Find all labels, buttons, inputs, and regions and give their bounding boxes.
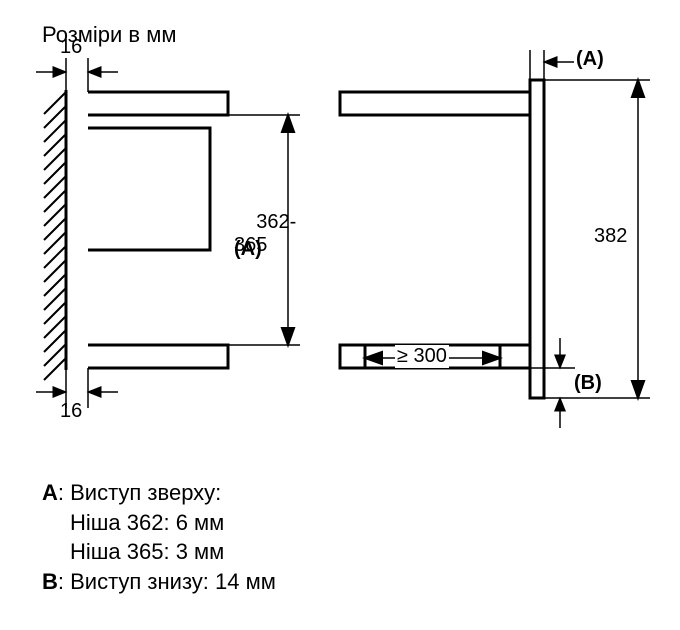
label-height-ref-A: (A) xyxy=(234,238,262,261)
label-bottom-16: 16 xyxy=(60,400,82,423)
wall-hatch xyxy=(44,90,66,380)
label-bottom-B: (B) xyxy=(574,372,602,395)
note-B-text: : Виступ знизу: 14 мм xyxy=(58,569,276,594)
note-A-label: A xyxy=(42,480,58,505)
label-top-A: (A) xyxy=(576,48,604,71)
note-A-line2: Ніша 365: 3 мм xyxy=(42,537,276,567)
label-top-16: 16 xyxy=(60,36,82,59)
note-B-label: B xyxy=(42,569,58,594)
note-A-text: : Виступ зверху: xyxy=(58,480,221,505)
label-depth: ≥ 300 xyxy=(395,345,449,368)
left-view xyxy=(88,92,228,368)
label-height-range: 362- 365 xyxy=(234,188,296,280)
notes-block: A: Виступ зверху: Ніша 362: 6 мм Ніша 36… xyxy=(42,478,276,597)
dim-top-16 xyxy=(36,58,118,92)
note-A-line1: Ніша 362: 6 мм xyxy=(42,508,276,538)
label-382: 382 xyxy=(594,225,627,248)
